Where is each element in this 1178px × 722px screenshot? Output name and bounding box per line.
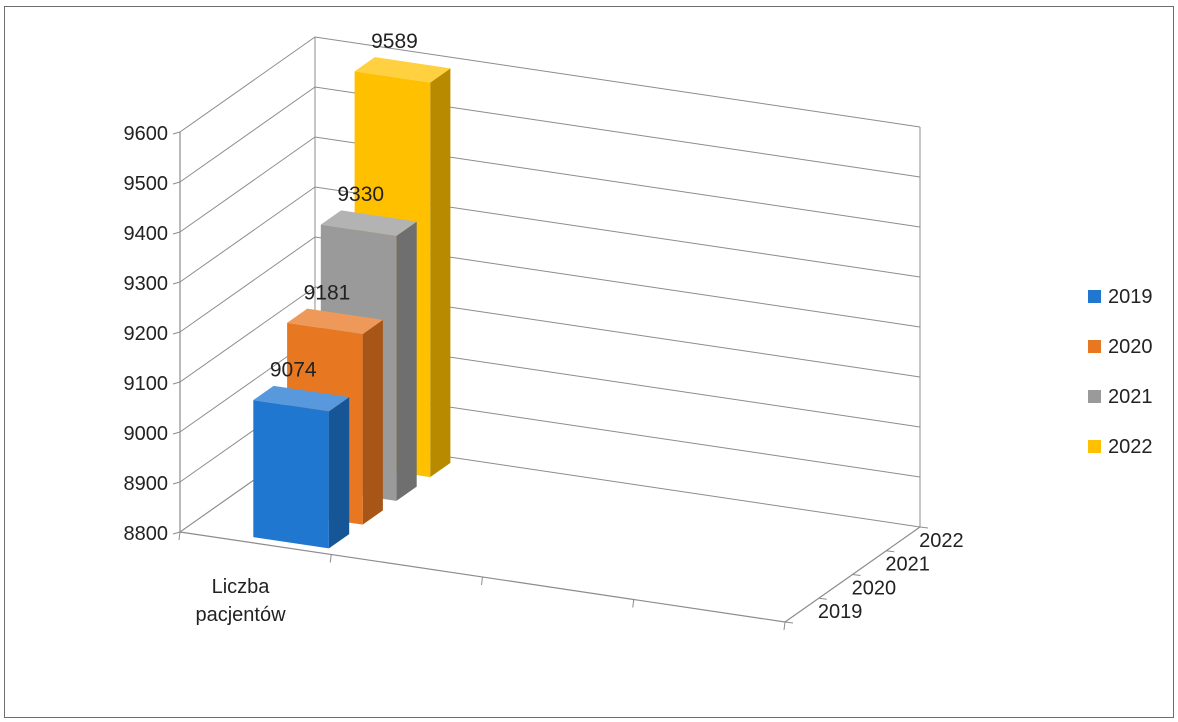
legend-swatch-2021 [1088,390,1101,403]
depth-axis-label: 2020 [852,577,897,599]
x-tick-mark [178,531,181,541]
y-tick-label: 9200 [124,323,169,345]
x-tick-mark [329,554,332,563]
depth-tick-mark [886,550,895,553]
y-tick-label: 8900 [124,473,169,495]
category-label: Liczba [212,576,271,598]
bar-side-face [328,397,350,549]
y-tick-mark [172,381,181,385]
legend-label: 2020 [1108,336,1153,358]
depth-tick-mark [919,526,929,529]
axis-layer [172,131,929,631]
bar-top-face [354,57,451,83]
data-label: 9589 [371,30,418,53]
data-label: 9330 [337,183,384,206]
legend: 2019 2020 2021 2022 [1088,286,1153,458]
y-tick-label: 9000 [124,423,169,445]
depth-axis-label: 2019 [818,601,863,623]
y-tick-mark [172,231,181,235]
data-label: 9181 [304,281,351,304]
bar-side-face [362,319,383,525]
y-tick-mark [172,431,181,435]
x-tick-mark [632,599,635,608]
bar-top-face [287,308,383,335]
bar-top-face [320,210,417,236]
legend-swatch-2020 [1088,340,1101,353]
gridline [179,36,921,133]
y-tick-label: 9600 [124,123,169,145]
bar-side-face [430,68,451,478]
gridline [179,236,921,333]
y-tick-mark [172,131,181,135]
x-tick-mark [783,621,786,631]
bar-front-face [253,400,329,549]
bar-side-face [396,221,417,501]
depth-tick-mark [852,574,861,576]
y-tick-mark [172,181,181,185]
legend-label: 2022 [1108,436,1153,458]
gridline [179,136,921,233]
depth-tick-mark [784,621,794,624]
category-label: pacjentów [195,604,286,626]
depth-axis-label: 2021 [885,554,930,576]
y-tick-mark [172,481,181,485]
label-layer: 8800 8900 9000 9100 9200 9300 9400 9500 9600 Licz… [124,30,964,626]
legend-swatch-2019 [1088,290,1101,303]
gridline [179,86,921,183]
y-tick-mark [172,531,181,535]
bar-layer [253,57,451,549]
y-tick-mark [172,281,181,285]
legend-swatch-2022 [1088,440,1101,453]
data-label: 9074 [270,359,317,382]
gridline [179,186,921,283]
y-tick-label: 9100 [124,373,169,395]
legend-label: 2021 [1108,386,1153,408]
legend-label: 2019 [1108,286,1153,308]
y-tick-label: 9300 [124,273,169,295]
bar-2019 [253,385,350,549]
depth-axis-label: 2022 [919,530,964,552]
y-tick-label: 9400 [124,223,169,245]
x-tick-mark [481,576,483,586]
bar-top-face [253,385,350,412]
y-tick-mark [172,331,181,335]
y-tick-label: 9500 [124,173,169,195]
depth-tick-mark [818,597,827,600]
y-tick-label: 8800 [124,523,169,545]
chart-frame [4,6,1174,718]
